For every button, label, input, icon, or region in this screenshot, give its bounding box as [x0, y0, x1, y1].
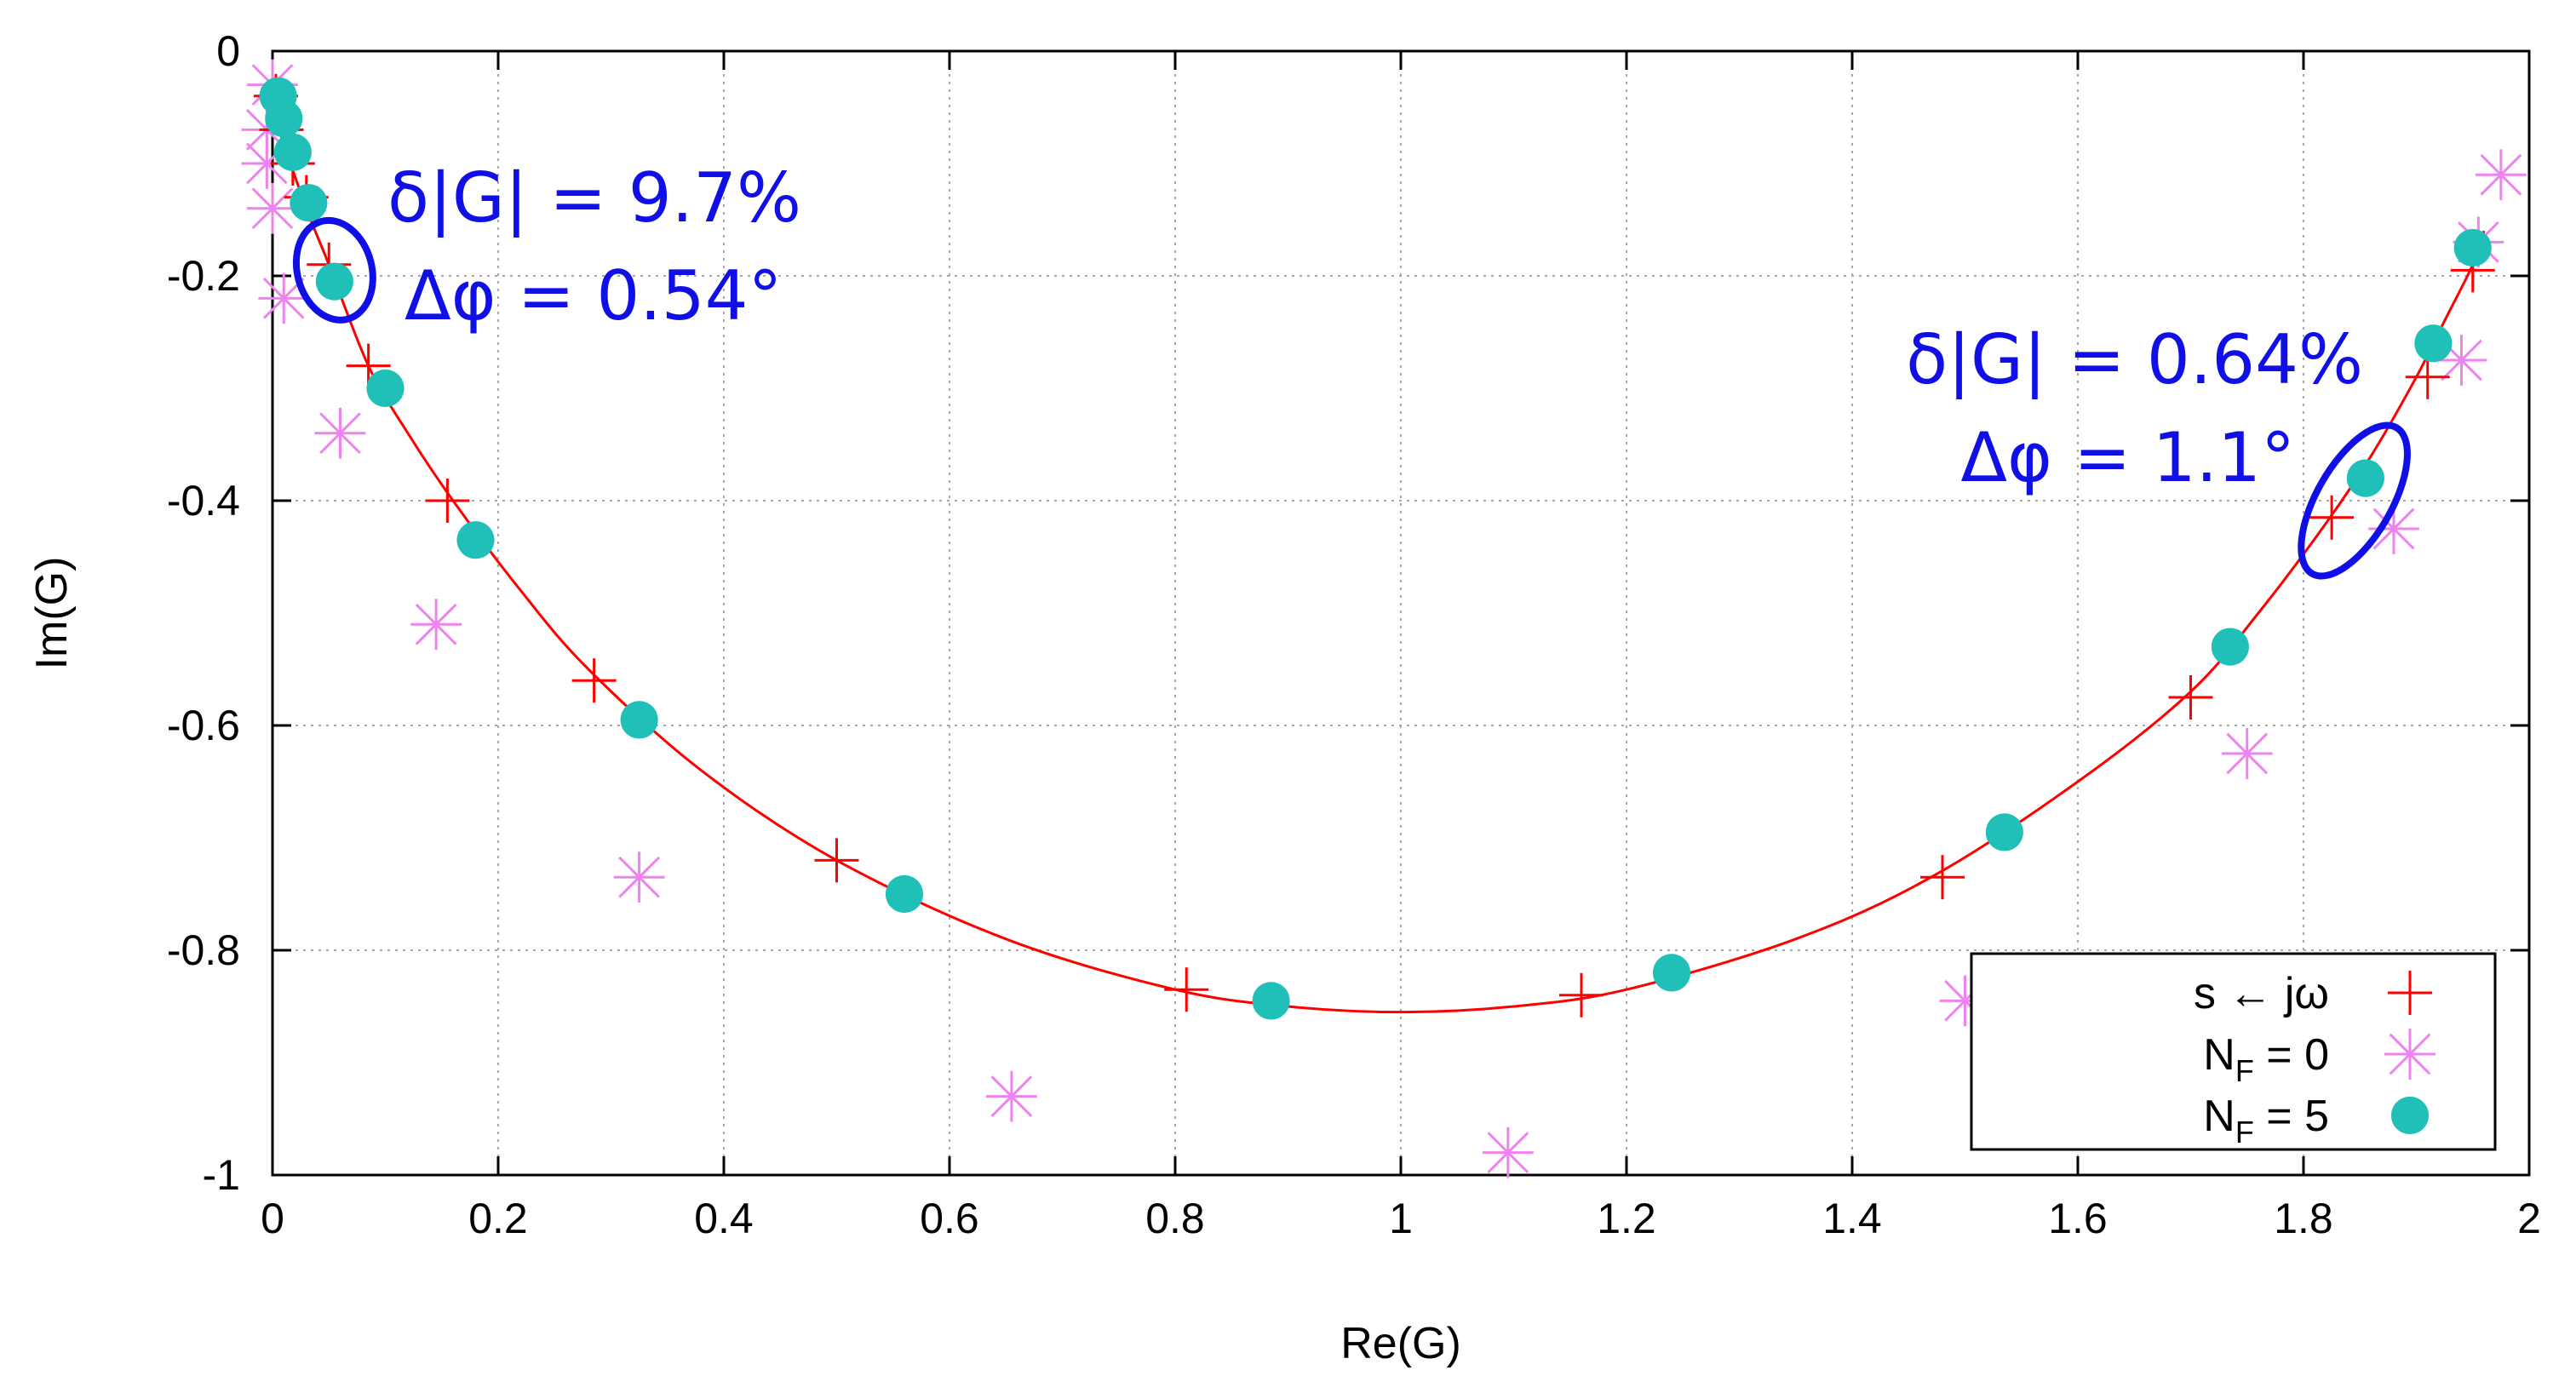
legend-marker: [2390, 1096, 2430, 1135]
circle-marker: [1652, 954, 1691, 992]
legend-label-sub: F: [2235, 1115, 2254, 1149]
star-marker-d2: [2441, 339, 2482, 381]
star-marker-d2: [990, 1075, 1033, 1117]
plus-marker: [425, 479, 470, 523]
y-axis-label: Im(G): [27, 557, 77, 670]
annotation-ellipse: [2298, 421, 2411, 580]
y-tick-label: 0: [216, 27, 240, 75]
annotation-line2: Δφ = 1.1°: [1960, 418, 2295, 497]
y-tick-label: -0.2: [167, 252, 240, 300]
star-marker: [2221, 728, 2273, 779]
legend-label-main: s ← jω: [2194, 969, 2329, 1018]
star-marker-d2: [2480, 153, 2522, 196]
star-marker: [1482, 1126, 1534, 1178]
plus-marker: [2168, 675, 2213, 719]
legend-marker-d2: [2389, 1033, 2431, 1075]
x-tick-label: 0.2: [468, 1195, 528, 1242]
plus-marker: [814, 838, 859, 883]
plus-marker: [2309, 495, 2355, 540]
legend-label: NF = 0: [2203, 1030, 2329, 1088]
plus-marker: [1559, 972, 1604, 1018]
star-marker: [2475, 149, 2527, 201]
y-tick-label: -1: [203, 1151, 240, 1199]
plus-marker: [1920, 855, 1965, 900]
circle-marker: [366, 369, 404, 408]
y-tick-label: -0.6: [167, 702, 240, 749]
x-tick-label: 0.4: [694, 1195, 754, 1242]
star-marker-d2: [415, 603, 457, 645]
star-marker-d2: [319, 412, 361, 455]
x-tick-label: 1.2: [1597, 1195, 1656, 1242]
legend-label-main: N: [2203, 1092, 2235, 1141]
circle-marker: [620, 701, 658, 739]
x-tick-label: 1: [1389, 1195, 1413, 1242]
circle-marker: [1252, 982, 1290, 1020]
circle-marker: [885, 874, 924, 914]
star-marker-d2: [2226, 732, 2269, 775]
circle-marker: [2414, 324, 2453, 363]
star-marker-d2: [2372, 507, 2415, 550]
circle-marker: [290, 184, 328, 222]
circle-marker: [273, 133, 312, 171]
x-tick-label: 1.8: [2274, 1195, 2333, 1242]
y-tick-label: -0.4: [167, 477, 240, 525]
legend-label: NF = 5: [2203, 1092, 2329, 1149]
circle-marker: [2453, 228, 2492, 267]
star-marker: [613, 851, 665, 903]
plus-marker: [1164, 967, 1209, 1012]
plus-marker: [2405, 354, 2450, 399]
circle-marker: [2346, 459, 2384, 497]
x-tick-label: 0.8: [1145, 1195, 1205, 1242]
x-tick-label: 0.6: [920, 1195, 979, 1242]
star-marker-d2: [1487, 1132, 1529, 1173]
y-tick-label: -0.8: [167, 926, 240, 974]
legend-marker: [2384, 1029, 2435, 1080]
annotation-line1: δ|G| = 0.64%: [1906, 320, 2363, 400]
markers-group: [241, 59, 2527, 1178]
star-marker: [985, 1070, 1037, 1122]
legend-label-tail: = 0: [2254, 1030, 2329, 1080]
star-marker-d2: [251, 187, 294, 230]
annotation-line2: Δφ = 0.54°: [404, 256, 783, 335]
legend-label-main: N: [2203, 1030, 2235, 1080]
x-tick-label: 2: [2517, 1195, 2541, 1242]
legend-marker: [2388, 971, 2432, 1015]
star-marker: [410, 599, 462, 651]
circle-marker: [1985, 813, 2023, 851]
plus-marker: [571, 658, 617, 703]
annotations-group: δ|G| = 9.7% Δφ = 0.54° δ|G| = 0.64% Δφ = 1.…: [292, 158, 2411, 580]
star-marker: [247, 182, 298, 234]
annotation-ellipse: [292, 216, 376, 324]
annotation-line1: δ|G| = 9.7%: [387, 158, 801, 238]
circle-marker: [315, 262, 353, 301]
x-tick-label: 1.4: [1822, 1195, 1882, 1242]
circle-marker: [265, 100, 303, 138]
circle-marker: [456, 521, 495, 559]
star-marker: [314, 407, 366, 459]
x-tick-label: 0: [261, 1195, 284, 1242]
axes: 0 0.2 0.4 0.6 0.8 1 1.2 1.4 1.6 1.8 2 0 -0.2 -0.4 -0.6…: [167, 27, 2541, 1242]
legend-label: s ← jω: [2194, 969, 2329, 1018]
legend-label-sub: F: [2235, 1053, 2254, 1088]
legend-label-tail: = 5: [2254, 1092, 2329, 1141]
circle-marker: [2211, 628, 2249, 666]
x-tick-label: 1.6: [2048, 1195, 2108, 1242]
star-marker-d2: [618, 856, 661, 898]
x-axis-label: Re(G): [1340, 1319, 1461, 1368]
